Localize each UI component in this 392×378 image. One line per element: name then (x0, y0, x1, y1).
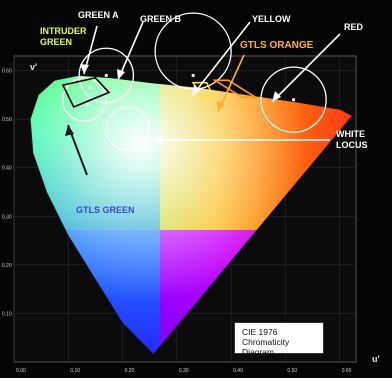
x-tick-label: 0.10 (70, 368, 80, 374)
region-intruder-green (62, 77, 107, 123)
label-white: WHITE (336, 129, 365, 139)
x-tick-label: 0.30 (179, 368, 189, 374)
y-tick-label: 0.40 (2, 166, 12, 172)
region-red (260, 66, 327, 133)
y-axis-label: v' (30, 62, 37, 72)
region-white-locus (105, 106, 151, 152)
y-tick-label: 0.60 (2, 69, 12, 75)
label-intruder-green: GREEN (40, 37, 72, 47)
region-gtls-green (61, 77, 111, 109)
chromaticity-point (88, 85, 92, 90)
chromaticity-point (191, 73, 195, 78)
y-tick-label: 0.50 (2, 117, 12, 123)
label-intruder: INTRUDER (40, 26, 87, 36)
arrowhead-yellow (192, 85, 201, 96)
y-tick-labels: 0.10 0.20 0.30 0.40 0.50 0.60 (2, 69, 12, 318)
arrow-green-b (117, 21, 144, 81)
chart-title-box: CIE 1976 Chromaticity Diagram (234, 322, 324, 357)
label-gtls-orange: GTLS ORANGE (240, 40, 314, 51)
label-red: RED (344, 22, 364, 32)
arrowhead-red (272, 91, 281, 102)
y-tick-label: 0.20 (2, 263, 12, 269)
y-tick-label: 0.10 (2, 311, 12, 317)
label-gtls-green: GTLS GREEN (76, 205, 135, 215)
arrow-red (271, 33, 341, 103)
region-green-b (154, 12, 232, 90)
chart-title-line-1: CIE 1976 Chromaticity (242, 327, 290, 347)
chromaticity-markers (85, 73, 296, 131)
x-tick-labels: 0.00 0.10 0.20 0.30 0.40 0.50 0.60 (16, 368, 352, 374)
label-locus: LOCUS (336, 140, 368, 150)
label-green-a: GREEN A (78, 10, 119, 20)
x-tick-label: 0.60 (342, 368, 352, 374)
locus-outline (29, 75, 353, 355)
x-axis-label: u' (372, 354, 380, 364)
chart-title-line-2: Diagram (242, 347, 275, 357)
chromaticity-point (291, 98, 296, 102)
arrowhead-green-b (117, 69, 125, 80)
chromaticity-point (104, 73, 108, 78)
label-green-b: GREEN B (140, 14, 182, 24)
arrowhead-gtls-orange (217, 101, 225, 112)
x-tick-label: 0.00 (16, 368, 26, 374)
arrowhead-green-a (80, 64, 89, 74)
arrowhead-white-locus (152, 135, 162, 145)
y-tick-label: 0.30 (2, 214, 12, 220)
x-tick-label: 0.40 (233, 368, 243, 374)
x-tick-label: 0.50 (287, 368, 297, 374)
region-gtls-orange (212, 79, 259, 99)
arrow-heads (65, 64, 281, 145)
arrow-gtls-orange (217, 54, 245, 113)
chromaticity-point (85, 102, 89, 107)
arrowhead-gtls-green (65, 125, 74, 136)
arrow-yellow (191, 21, 251, 97)
x-tick-label: 0.20 (125, 368, 135, 374)
chromaticity-point (126, 127, 130, 131)
label-yellow: YELLOW (252, 14, 291, 24)
